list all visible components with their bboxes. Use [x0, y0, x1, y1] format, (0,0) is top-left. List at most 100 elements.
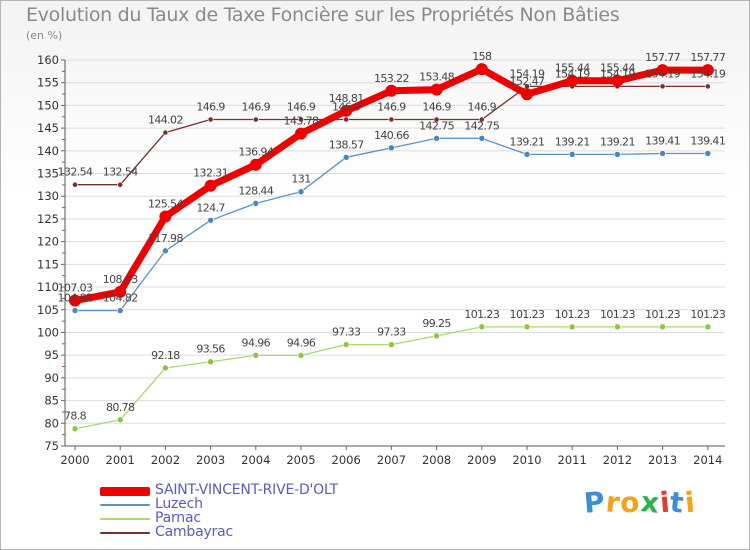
y-tick-label: 85: [44, 394, 59, 408]
data-label-saint-vincent-rive-d-olt: 157.77: [690, 51, 725, 64]
data-point-parnac: [116, 416, 124, 424]
legend-item-parnac: Parnac: [100, 510, 420, 526]
data-point-cambayrac: [298, 116, 304, 123]
x-tick-label: 2006: [332, 453, 361, 467]
data-point-luzech: [207, 217, 214, 224]
data-point-cambayrac: [117, 181, 124, 188]
data-label-parnac: 97.33: [377, 326, 406, 339]
x-tick-label: 2002: [151, 453, 180, 467]
data-label-saint-vincent-rive-d-olt: 107.03: [58, 282, 93, 295]
data-label-luzech: 131: [291, 173, 310, 186]
data-label-saint-vincent-rive-d-olt: 132.31: [193, 167, 228, 180]
data-point-cambayrac: [252, 116, 259, 123]
chart-axes: [62, 60, 725, 447]
data-point-luzech: [433, 135, 440, 142]
data-point-parnac: [568, 323, 576, 331]
data-label-cambayrac: 132.54: [58, 166, 93, 179]
data-point-cambayrac: [478, 116, 485, 123]
data-point-parnac: [162, 364, 169, 372]
data-label-cambayrac: 146.9: [332, 100, 361, 113]
y-tick-label: 125: [37, 212, 59, 226]
legend-swatch: [100, 487, 150, 496]
logo-letter: i: [683, 485, 697, 520]
data-label-cambayrac: 154.19: [690, 67, 725, 80]
chart-series: [69, 63, 714, 433]
y-tick-label: 95: [44, 348, 59, 362]
data-point-cambayrac: [433, 116, 440, 123]
data-label-parnac: 101.23: [690, 308, 725, 321]
y-tick-label: 160: [37, 53, 59, 67]
data-label-parnac: 101.23: [600, 308, 635, 321]
data-point-cambayrac: [72, 181, 78, 188]
data-label-saint-vincent-rive-d-olt: 155.44: [555, 62, 590, 75]
data-label-saint-vincent-rive-d-olt: 157.77: [645, 51, 680, 64]
y-tick-label: 140: [37, 144, 59, 158]
data-point-cambayrac: [162, 129, 169, 136]
data-point-saint-vincent-rive-d-olt: [69, 294, 81, 307]
data-label-saint-vincent-rive-d-olt: 155.44: [600, 62, 635, 75]
x-tick-label: 2003: [196, 453, 225, 467]
data-point-luzech: [523, 151, 531, 158]
data-point-parnac: [297, 352, 305, 359]
data-label-saint-vincent-rive-d-olt: 125.54: [148, 197, 183, 210]
y-tick-label: 145: [37, 121, 59, 135]
data-label-saint-vincent-rive-d-olt: 136.94: [238, 146, 273, 159]
data-label-parnac: 94.96: [242, 336, 271, 349]
legend-swatch: [100, 532, 150, 534]
x-tick-label: 2014: [693, 453, 722, 467]
data-label-luzech: 139.21: [555, 135, 590, 148]
data-point-cambayrac: [704, 83, 711, 90]
x-tick-label: 2013: [648, 453, 677, 467]
data-label-saint-vincent-rive-d-olt: 143.78: [284, 115, 319, 128]
data-point-parnac: [71, 425, 79, 433]
chart-legend: SAINT-VINCENT-RIVE-D'OLT Luzech Parnac Camb…: [100, 482, 420, 540]
data-label-cambayrac: 154.19: [600, 67, 635, 80]
data-point-luzech: [478, 135, 486, 142]
chart-title: Evolution du Taux de Taxe Foncière sur l…: [26, 4, 620, 26]
y-tick-label: 130: [37, 189, 59, 203]
data-label-parnac: 94.96: [287, 336, 316, 349]
data-label-parnac: 101.23: [464, 308, 499, 321]
data-point-parnac: [207, 358, 214, 366]
data-point-saint-vincent-rive-d-olt: [340, 104, 353, 117]
x-tick-label: 2012: [603, 453, 632, 467]
data-point-luzech: [342, 154, 350, 161]
data-point-saint-vincent-rive-d-olt: [385, 84, 398, 97]
data-point-saint-vincent-rive-d-olt: [701, 64, 714, 77]
data-label-saint-vincent-rive-d-olt: 152.47: [510, 75, 545, 88]
data-point-saint-vincent-rive-d-olt: [204, 179, 217, 192]
data-label-saint-vincent-rive-d-olt: 108.93: [103, 273, 138, 286]
data-label-parnac: 97.33: [332, 326, 361, 339]
data-label-parnac: 99.25: [422, 317, 451, 330]
logo-letter: P: [582, 485, 607, 520]
data-point-saint-vincent-rive-d-olt: [114, 285, 127, 298]
data-label-parnac: 93.56: [196, 343, 225, 356]
legend-item-luzech: Luzech: [100, 496, 420, 512]
data-point-cambayrac: [343, 116, 350, 123]
data-point-luzech: [659, 150, 666, 157]
data-label-cambayrac: 146.9: [377, 100, 406, 113]
legend-label: Cambayrac: [155, 524, 233, 540]
data-point-saint-vincent-rive-d-olt: [159, 210, 172, 223]
data-point-luzech: [252, 200, 260, 207]
logo-letter: o: [618, 485, 642, 520]
y-tick-label: 115: [37, 257, 59, 271]
data-label-cambayrac: 154.19: [555, 67, 590, 80]
data-label-cambayrac: 154.19: [645, 67, 680, 80]
data-label-cambayrac: 146.9: [287, 100, 316, 113]
legend-item-saint-vincent-rive-d-olt: SAINT-VINCENT-RIVE-D'OLT: [100, 482, 420, 498]
y-tick-label: 155: [37, 76, 59, 90]
data-point-cambayrac: [388, 116, 395, 123]
legend-label: Parnac: [155, 510, 201, 526]
data-label-luzech: 139.21: [510, 135, 545, 148]
legend-label: Luzech: [155, 496, 203, 512]
data-point-saint-vincent-rive-d-olt: [656, 64, 669, 77]
data-point-luzech: [388, 144, 395, 152]
data-point-parnac: [478, 323, 486, 331]
data-label-parnac: 80.78: [106, 401, 135, 414]
legend-swatch: [100, 518, 150, 520]
data-point-saint-vincent-rive-d-olt: [430, 83, 443, 96]
data-label-cambayrac: 132.54: [103, 166, 138, 179]
data-label-luzech: 140.66: [374, 129, 409, 142]
x-tick-label: 2004: [241, 453, 270, 467]
